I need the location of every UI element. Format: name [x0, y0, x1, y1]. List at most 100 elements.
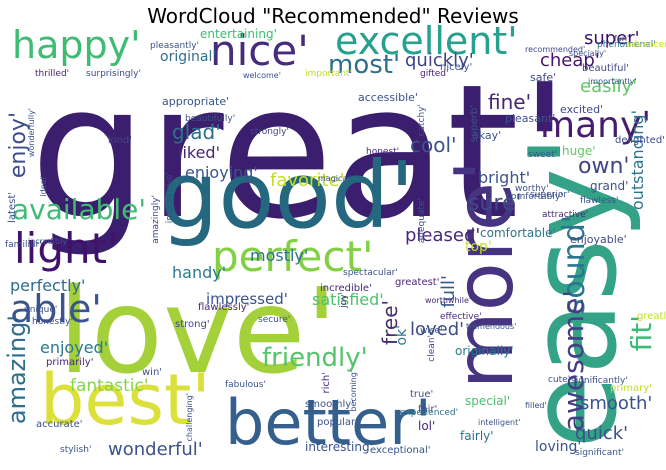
cloud-word-lol: lol' [418, 419, 436, 433]
cloud-word-cool: cool' [410, 133, 457, 157]
cloud-word-safe: safe' [530, 71, 557, 84]
cloud-word-fine: fine' [488, 90, 532, 114]
cloud-word-loved: loved' [410, 319, 465, 340]
cloud-word-latest: latest' [7, 192, 18, 223]
cloud-word-entertaining: entertaining' [200, 27, 277, 41]
cloud-word-pleasant: pleasant' [505, 112, 556, 125]
cloud-word-accurate: accurate' [36, 419, 83, 430]
cloud-word-enjoyable: enjoyable' [570, 233, 627, 246]
cloud-word-sweet: sweet' [528, 150, 558, 160]
cloud-word-fairly: fairly' [460, 429, 494, 443]
cloud-word-significant: significant' [575, 448, 624, 458]
cloud-word-beautifully: beautifully' [185, 114, 236, 124]
cloud-word-enjoying: enjoying' [185, 163, 258, 182]
cloud-word-love: love' [58, 262, 338, 400]
cloud-word-comfortable: comfortable' [480, 226, 556, 240]
cloud-word-delighted: delighted' [615, 135, 665, 146]
cloud-word-becoming: becoming' [349, 370, 358, 412]
cloud-word-adequate: adequate' [417, 198, 427, 244]
cloud-word-glad: glad' [172, 120, 221, 144]
cloud-word-top: top' [465, 239, 492, 255]
cloud-word-stylish: stylish' [60, 445, 92, 455]
cloud-word-joy: joy' [339, 292, 349, 308]
cloud-word-significantly: significantly' [571, 376, 628, 386]
cloud-word-catchy: catchy' [417, 104, 427, 137]
cloud-word-most: most' [328, 50, 401, 80]
cloud-word-primarily: primarily' [46, 357, 94, 368]
cloud-word-attractive: attractive' [542, 210, 589, 220]
cloud-word-unique: unique' [24, 305, 58, 315]
cloud-word-quick: quick' [575, 423, 629, 444]
cloud-word-incredibly: incredibly' [28, 237, 70, 246]
cloud-word-good: good' [160, 142, 415, 249]
cloud-word-effective: effective' [440, 312, 482, 322]
cloud-word-mostly: mostly' [250, 246, 309, 265]
cloud-word-able: able' [10, 287, 102, 331]
cloud-word-worthwhile: worthwhile' [425, 296, 472, 305]
cloud-word-okay: okay' [472, 129, 502, 142]
cloud-word-loving: loving' [535, 439, 582, 455]
cloud-word-important: important' [305, 69, 352, 79]
cloud-word-clean: clean' [427, 335, 437, 362]
cloud-word-magical: magical' [318, 174, 352, 183]
cloud-word-importantly: importantly' [588, 77, 637, 86]
cloud-word-specially: specially' [569, 49, 607, 58]
cloud-word-recommended: recommended' [525, 45, 586, 54]
cloud-word-perfect: perfect' [212, 232, 374, 281]
cloud-word-originally: originally' [455, 344, 514, 358]
cloud-word-superb: superb' [469, 105, 480, 143]
cloud-word-great: great' [30, 44, 571, 260]
cloud-word-nicely: nicely' [440, 62, 473, 73]
cloud-word-rich: rich' [321, 372, 332, 394]
cloud-word-available: available' [12, 193, 147, 226]
cloud-word-special: special' [465, 394, 511, 408]
cloud-word-perfectly: perfectly' [10, 276, 86, 295]
cloud-word-fabulous: fabulous' [225, 380, 266, 390]
cloud-word-kind: kind' [108, 135, 133, 146]
cloud-word-many: many' [540, 105, 652, 146]
cloud-word-pleased: pleased' [405, 225, 481, 246]
cloud-word-quickly: quickly' [405, 50, 474, 71]
cloud-word-honest: honest' [366, 147, 400, 157]
cloud-word-easily: easily' [580, 76, 638, 97]
cloud-word-best: best' [40, 359, 211, 441]
cloud-word-advanced: advanced' [626, 40, 666, 50]
cloud-word-friendly: friendly' [262, 343, 368, 373]
cloud-word-beautiful: beautiful' [582, 63, 630, 74]
cloud-word-own: own' [578, 154, 630, 179]
cloud-word-impressed: impressed' [206, 290, 288, 308]
cloud-word-true: true' [410, 389, 434, 400]
cloud-word-huge: huge' [562, 144, 596, 158]
cloud-word-impressive: impressive' [165, 172, 175, 224]
cloud-word-fun: fun' [614, 34, 630, 43]
cloud-word-original: original' [160, 49, 217, 65]
cloud-word-bright: bright' [478, 168, 531, 187]
cloud-word-popular: popular' [317, 417, 358, 428]
cloud-word-favorite: favorite' [270, 170, 345, 191]
cloud-word-smoothly: smoothly' [305, 399, 354, 410]
cloud-word-surprisingly: surprisingly' [86, 69, 141, 79]
cloud-word-amazing: amazing' [3, 315, 31, 425]
cloud-word-handy: handy' [172, 263, 227, 282]
cloud-word-light: light' [14, 224, 119, 273]
cloud-word-enjoyed: enjoyed' [40, 338, 109, 357]
cloud-word-ideal: ideal' [39, 175, 48, 197]
cloud-word-outstanding: outstanding' [628, 110, 647, 211]
cloud-word-wise: wise' [420, 326, 443, 336]
cloud-word-welcome: welcome' [243, 71, 281, 80]
cloud-word-satisfied: satisfied' [312, 290, 384, 309]
cloud-word-primary: primary' [610, 383, 652, 394]
cloud-word-phenomenal: phenomenal' [597, 40, 656, 50]
cloud-word-excited: excited' [560, 103, 604, 116]
cloud-word-accessible: accessible' [358, 91, 418, 104]
cloud-word-cute: cute' [548, 375, 571, 385]
cloud-word-amazingly: amazingly' [151, 195, 161, 244]
cloud-word-spectacular: spectacular' [343, 268, 398, 278]
cloud-word-greatly: greatly' [637, 311, 666, 322]
cloud-word-happy: happy' [12, 23, 141, 67]
cloud-word-grand: grand' [590, 179, 629, 193]
cloud-word-superior: superior' [530, 190, 570, 200]
cloud-word-exceptional: exceptional' [370, 445, 431, 456]
cloud-word-liked: liked' [178, 143, 220, 162]
